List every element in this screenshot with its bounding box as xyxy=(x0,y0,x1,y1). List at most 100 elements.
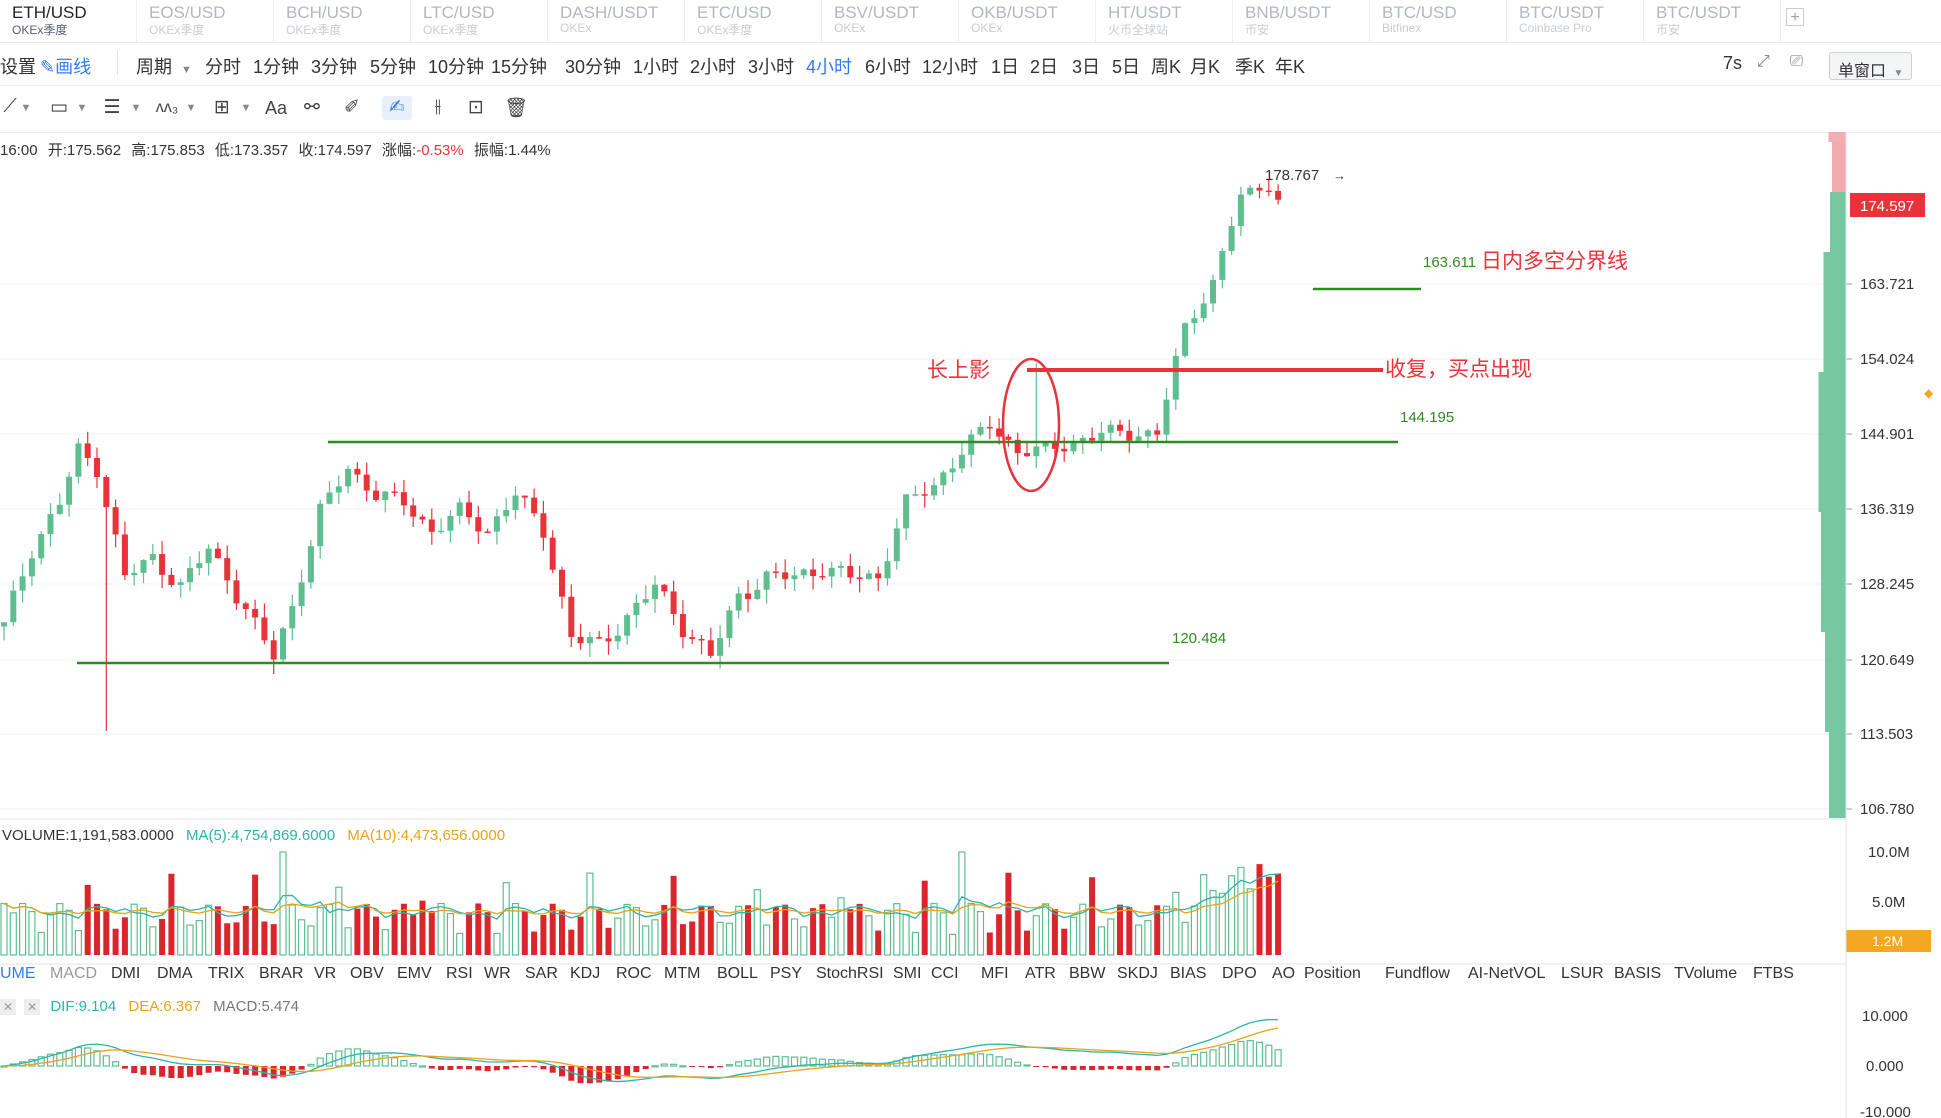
candle-body xyxy=(1256,187,1263,191)
indicator-tab[interactable]: ROC xyxy=(616,965,652,982)
indicator-tab[interactable]: Fundflow xyxy=(1385,965,1450,982)
interval-option[interactable]: 6小时 xyxy=(865,57,912,77)
caret-down-icon[interactable]: ▼ xyxy=(20,102,32,114)
indicator-tab[interactable]: RSI xyxy=(446,965,473,982)
screenshot-icon[interactable]: ⎚ xyxy=(1790,53,1803,70)
rectangle-tool-icon[interactable]: ▭ xyxy=(50,97,68,118)
period-toolbar: 设置 ✎画线 周期 ▼ 分时 1分钟 3分钟 5分钟 10分钟 15分钟 30分钟 1小时 2小… xyxy=(0,43,1941,86)
indicator-tab[interactable]: SKDJ xyxy=(1117,965,1158,982)
indicator-tab[interactable]: Position xyxy=(1304,965,1361,982)
interval-option[interactable]: 4小时 xyxy=(806,57,853,77)
interval-option[interactable]: 1小时 xyxy=(633,57,680,77)
interval-option[interactable]: 5分钟 xyxy=(370,57,417,77)
symbol-tab[interactable]: LTC/USD OKEx季度 xyxy=(411,0,548,42)
line-tool-icon[interactable]: ⟋ xyxy=(3,96,17,117)
interval-option[interactable]: 周K xyxy=(1151,57,1182,77)
interval-option[interactable]: 10分钟 xyxy=(428,57,485,77)
indicator-tab[interactable]: DPO xyxy=(1222,965,1257,982)
draw-button[interactable]: ✎画线 xyxy=(40,53,91,79)
indicator-tab[interactable]: SMI xyxy=(893,965,922,982)
symbol-tab[interactable]: ETC/USD OKEx季度 xyxy=(685,0,822,42)
measure-box-icon[interactable]: ⊞ xyxy=(214,97,230,118)
indicator-tab[interactable]: TRIX xyxy=(208,965,245,982)
symbol-tab[interactable]: BTC/USDT 币安 xyxy=(1644,0,1781,42)
indicator-tab[interactable]: KDJ xyxy=(570,965,601,982)
caret-down-icon[interactable]: ▼ xyxy=(185,102,197,114)
interval-option[interactable]: 3日 xyxy=(1072,57,1101,77)
interval-option[interactable]: 年K xyxy=(1275,57,1306,77)
ruler-icon[interactable]: ✐ xyxy=(344,97,360,118)
interval-option[interactable]: 5日 xyxy=(1112,57,1141,77)
caret-down-icon[interactable]: ▼ xyxy=(76,102,88,114)
indicator-tab[interactable]: ATR xyxy=(1025,965,1056,982)
range-tool-icon[interactable]: ⫲ xyxy=(434,96,442,117)
symbol-tab[interactable]: BTC/USDT Coinbase Pro xyxy=(1507,0,1644,42)
symbol-tab[interactable]: BNB/USDT 币安 xyxy=(1233,0,1370,42)
indicator-tab[interactable]: BBW xyxy=(1069,965,1106,982)
indicator-tab[interactable]: AO xyxy=(1272,965,1296,982)
indicator-tab[interactable]: EMV xyxy=(397,965,432,982)
symbol-tab[interactable]: BCH/USD OKEx季度 xyxy=(274,0,411,42)
indicator-tab[interactable]: MFI xyxy=(981,965,1009,982)
interval-option[interactable]: 2小时 xyxy=(690,57,737,77)
interval-option[interactable]: 3分钟 xyxy=(311,57,358,77)
indicator-tab[interactable]: BRAR xyxy=(259,965,304,982)
volume-bar xyxy=(1097,926,1106,956)
symbol-tab[interactable]: OKB/USDT OKEx xyxy=(959,0,1096,42)
indicator-tab[interactable]: WR xyxy=(484,965,511,982)
interval-option[interactable]: 12小时 xyxy=(922,57,979,77)
indicator-tab[interactable]: DMA xyxy=(157,965,193,982)
indicator-tab[interactable]: CCI xyxy=(931,965,959,982)
indicator-tab[interactable]: LSUR xyxy=(1561,965,1604,982)
indicator-tab[interactable]: FTBS xyxy=(1753,965,1794,982)
window-mode-dropdown[interactable]: 单窗口 ▼ xyxy=(1829,52,1913,80)
indicator-tab[interactable]: BIAS xyxy=(1170,965,1207,982)
symbol-tab[interactable]: ETH/USD OKEx季度 xyxy=(0,0,137,42)
trash-icon[interactable]: 🗑 xyxy=(504,98,529,119)
symbol-tab[interactable]: HT/USDT 火币全球站 xyxy=(1096,0,1233,42)
text-tool-icon[interactable]: Aa xyxy=(264,98,288,118)
close-icon[interactable]: ✕ xyxy=(0,999,16,1015)
indicator-tab[interactable]: TVolume xyxy=(1674,965,1738,982)
indicator-tab[interactable]: BOLL xyxy=(717,965,758,982)
settings-button[interactable]: 设置 xyxy=(0,57,36,77)
symbol-tab[interactable]: BSV/USDT OKEx xyxy=(822,0,959,42)
indicator-tab[interactable]: SAR xyxy=(525,965,558,982)
indicator-tab[interactable]: StochRSI xyxy=(816,965,884,982)
caret-down-icon[interactable]: ▼ xyxy=(240,102,252,114)
fullscreen-icon[interactable]: ⤢ xyxy=(1757,53,1770,70)
indicator-tab[interactable]: PSY xyxy=(770,965,803,982)
lock-icon[interactable]: ⊡ xyxy=(468,97,484,118)
indicator-tab[interactable]: OBV xyxy=(350,965,384,982)
symbol-tab[interactable]: DASH/USDT OKEx xyxy=(548,0,685,42)
interval-option[interactable]: 3小时 xyxy=(748,57,795,77)
magnet-draw-icon[interactable]: ✍ xyxy=(382,96,412,120)
wave-tool-icon[interactable]: ʌʌ₃ xyxy=(155,99,179,116)
interval-option[interactable]: 季K xyxy=(1235,57,1266,77)
indicator-tab[interactable]: AI-NetVOL xyxy=(1468,965,1546,982)
close-icon[interactable]: ✕ xyxy=(24,999,41,1015)
interval-option[interactable]: 15分钟 xyxy=(491,57,548,77)
volume-bar xyxy=(1200,874,1208,956)
indicator-tab[interactable]: UME xyxy=(0,965,36,982)
period-dropdown[interactable]: 周期 ▼ xyxy=(136,53,192,79)
caret-down-icon[interactable]: ▼ xyxy=(130,102,142,114)
interval-option[interactable]: 1日 xyxy=(991,57,1020,77)
indicator-tab[interactable]: VR xyxy=(314,965,337,982)
interval-option[interactable]: 1分钟 xyxy=(253,57,300,77)
kline-chart[interactable]: 178.767 → 163.611 日内多空分界线 收复，买点出现 长上影 14… xyxy=(0,132,1941,1118)
indicator-tab[interactable]: MTM xyxy=(664,965,701,982)
indicator-tab[interactable]: MACD xyxy=(50,965,98,982)
interval-option[interactable]: 2日 xyxy=(1030,57,1059,77)
symbol-tab[interactable]: EOS/USD OKEx季度 xyxy=(137,0,274,42)
symbol-tab[interactable]: BTC/USD Bitfinex xyxy=(1370,0,1507,42)
parallel-lines-icon[interactable]: ☰ xyxy=(103,97,121,118)
indicator-tab[interactable]: BASIS xyxy=(1614,965,1662,982)
interval-option[interactable]: 分时 xyxy=(205,57,241,77)
add-tab-button[interactable]: + xyxy=(1786,8,1804,26)
refresh-interval[interactable]: 7s xyxy=(1723,53,1743,73)
indicator-tab[interactable]: DMI xyxy=(111,965,141,982)
pattern-tool-icon[interactable]: ⚯ xyxy=(304,97,320,118)
interval-option[interactable]: 30分钟 xyxy=(565,57,622,77)
interval-option[interactable]: 月K xyxy=(1190,57,1221,77)
